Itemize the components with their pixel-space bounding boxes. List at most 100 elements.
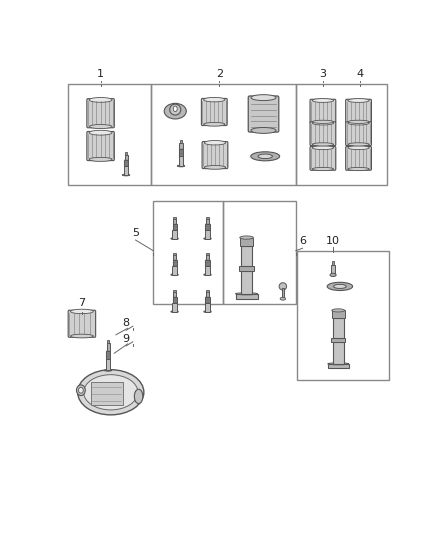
Bar: [205, 230, 210, 239]
Text: 3: 3: [319, 69, 326, 79]
Ellipse shape: [104, 369, 112, 371]
Ellipse shape: [279, 282, 286, 290]
Ellipse shape: [171, 311, 178, 312]
Bar: [282, 288, 284, 298]
Ellipse shape: [280, 297, 286, 300]
Ellipse shape: [348, 143, 369, 146]
Text: 10: 10: [326, 236, 340, 246]
Text: 6: 6: [299, 236, 306, 246]
Ellipse shape: [204, 123, 225, 126]
Bar: [236, 294, 258, 298]
Ellipse shape: [204, 141, 226, 145]
Ellipse shape: [240, 236, 253, 239]
Bar: [206, 217, 209, 219]
Bar: [153, 201, 223, 304]
Bar: [206, 219, 209, 224]
Bar: [172, 303, 177, 312]
Bar: [173, 255, 176, 261]
FancyBboxPatch shape: [346, 122, 371, 146]
Ellipse shape: [312, 146, 334, 150]
FancyBboxPatch shape: [346, 99, 371, 123]
Ellipse shape: [312, 143, 334, 146]
Ellipse shape: [204, 274, 211, 276]
FancyBboxPatch shape: [87, 132, 114, 160]
Ellipse shape: [258, 154, 272, 158]
Ellipse shape: [171, 238, 178, 239]
FancyBboxPatch shape: [87, 99, 114, 128]
Bar: [240, 266, 254, 271]
Text: 8: 8: [123, 318, 130, 328]
Ellipse shape: [204, 311, 211, 312]
Bar: [205, 224, 209, 230]
Bar: [205, 261, 209, 266]
Ellipse shape: [89, 157, 112, 161]
Ellipse shape: [71, 309, 93, 313]
Bar: [172, 266, 177, 274]
FancyBboxPatch shape: [68, 310, 95, 337]
Bar: [240, 271, 252, 294]
Bar: [173, 297, 177, 303]
Bar: [172, 230, 177, 239]
Ellipse shape: [78, 370, 144, 415]
Text: 5: 5: [132, 228, 139, 238]
Ellipse shape: [348, 120, 369, 124]
Ellipse shape: [236, 293, 258, 295]
Bar: [332, 342, 344, 364]
Ellipse shape: [89, 130, 112, 135]
Ellipse shape: [204, 98, 225, 102]
Ellipse shape: [328, 363, 349, 365]
Bar: [205, 303, 210, 312]
Bar: [240, 246, 252, 266]
Bar: [328, 364, 349, 368]
FancyBboxPatch shape: [248, 96, 279, 132]
Bar: [205, 266, 210, 274]
Bar: [332, 338, 345, 342]
Bar: [206, 290, 209, 292]
Bar: [296, 84, 387, 185]
Bar: [179, 149, 183, 156]
Ellipse shape: [177, 165, 185, 167]
Bar: [332, 265, 335, 276]
Ellipse shape: [332, 309, 345, 312]
Ellipse shape: [134, 389, 143, 403]
Bar: [106, 359, 110, 370]
Bar: [297, 251, 389, 380]
FancyBboxPatch shape: [310, 147, 336, 170]
Ellipse shape: [312, 167, 334, 171]
FancyBboxPatch shape: [346, 147, 371, 170]
Text: 1: 1: [97, 69, 104, 79]
Circle shape: [77, 385, 85, 395]
Bar: [180, 143, 183, 149]
Bar: [180, 140, 182, 143]
Bar: [152, 84, 296, 185]
Ellipse shape: [348, 167, 369, 171]
Ellipse shape: [312, 121, 334, 125]
Bar: [173, 219, 176, 224]
Bar: [124, 166, 128, 175]
Ellipse shape: [171, 274, 178, 276]
Bar: [124, 160, 128, 166]
Bar: [91, 382, 124, 405]
Ellipse shape: [204, 166, 226, 169]
Bar: [124, 155, 127, 160]
Text: 7: 7: [78, 298, 85, 308]
Bar: [173, 217, 176, 219]
Ellipse shape: [251, 95, 276, 101]
Ellipse shape: [312, 99, 334, 102]
Circle shape: [78, 387, 83, 393]
Bar: [205, 297, 209, 303]
Bar: [107, 340, 110, 343]
Ellipse shape: [251, 152, 279, 161]
Ellipse shape: [84, 375, 138, 410]
Ellipse shape: [89, 98, 112, 102]
Bar: [206, 255, 209, 261]
Text: 4: 4: [357, 69, 364, 79]
Ellipse shape: [330, 273, 336, 277]
Ellipse shape: [333, 284, 346, 288]
Bar: [125, 152, 127, 155]
Bar: [332, 310, 345, 318]
Bar: [206, 253, 209, 255]
Ellipse shape: [348, 146, 369, 150]
Ellipse shape: [251, 127, 276, 133]
Bar: [173, 253, 176, 255]
